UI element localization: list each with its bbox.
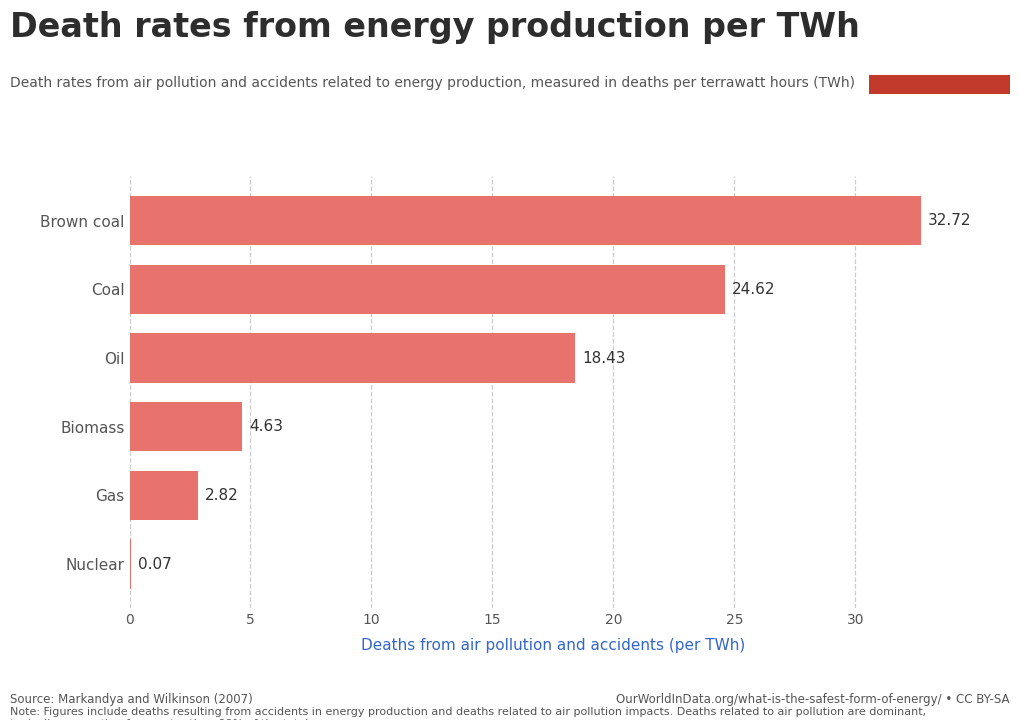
Bar xyxy=(129,265,725,314)
X-axis label: Deaths from air pollution and accidents (per TWh): Deaths from air pollution and accidents … xyxy=(361,639,744,653)
Text: 18.43: 18.43 xyxy=(582,351,626,366)
Text: 24.62: 24.62 xyxy=(732,282,775,297)
Bar xyxy=(129,402,242,451)
Bar xyxy=(129,539,131,589)
Text: Source: Markandya and Wilkinson (2007): Source: Markandya and Wilkinson (2007) xyxy=(10,693,253,706)
Text: 0.07: 0.07 xyxy=(139,557,172,572)
Text: Our World: Our World xyxy=(901,25,976,38)
Bar xyxy=(129,471,198,520)
Text: Death rates from energy production per TWh: Death rates from energy production per T… xyxy=(10,11,859,44)
Text: 4.63: 4.63 xyxy=(249,419,282,434)
Text: Note: Figures include deaths resulting from accidents in energy production and d: Note: Figures include deaths resulting f… xyxy=(10,707,925,720)
Text: 32.72: 32.72 xyxy=(927,213,971,228)
Text: 2.82: 2.82 xyxy=(205,488,238,503)
Text: Death rates from air pollution and accidents related to energy production, measu: Death rates from air pollution and accid… xyxy=(10,76,854,89)
Bar xyxy=(868,76,1009,94)
Text: in Data: in Data xyxy=(912,45,965,59)
Bar xyxy=(129,333,575,383)
Text: OurWorldInData.org/what-is-the-safest-form-of-energy/ • CC BY-SA: OurWorldInData.org/what-is-the-safest-fo… xyxy=(615,693,1009,706)
Bar xyxy=(129,196,920,246)
